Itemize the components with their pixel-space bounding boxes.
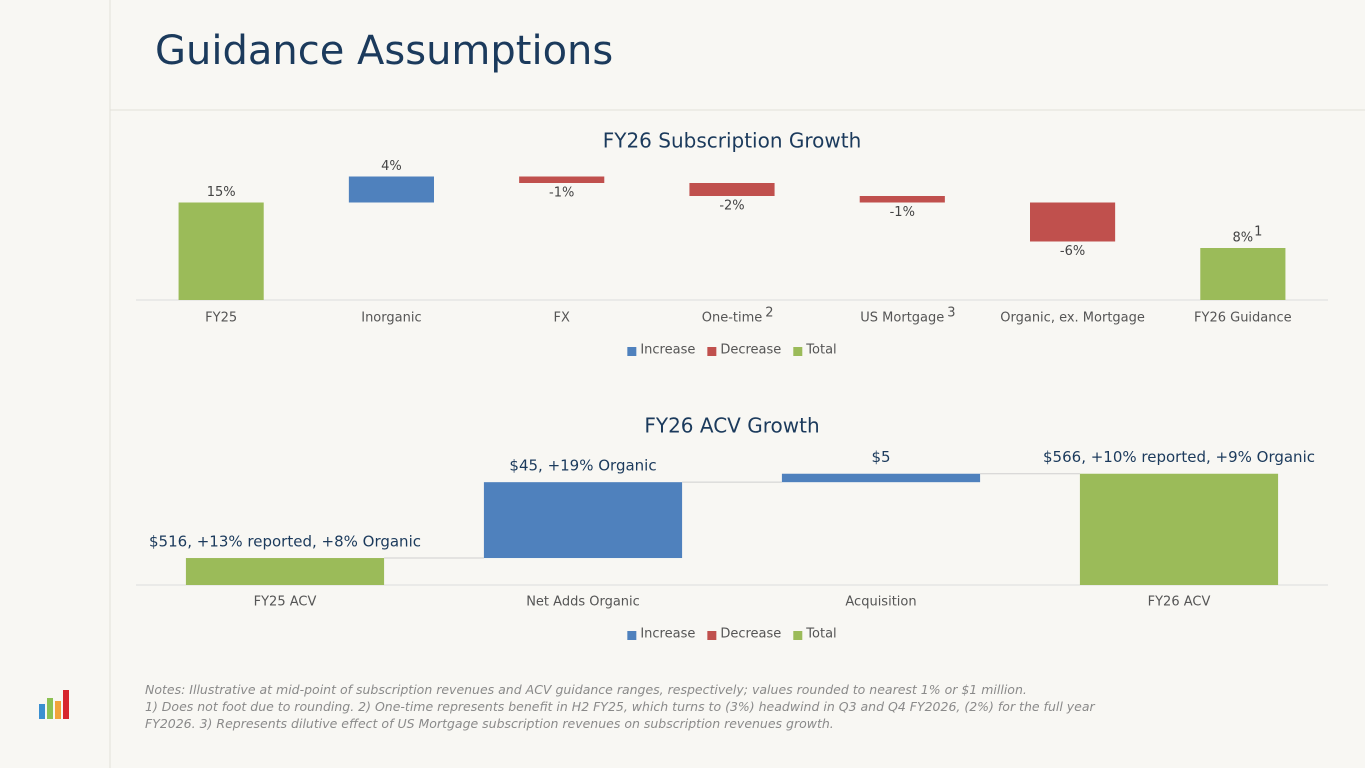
data-label: -1%: [890, 205, 915, 220]
footnote-mark: 3: [947, 306, 955, 321]
logo: [39, 690, 69, 719]
legend-swatch: [627, 347, 637, 356]
bar: [781, 473, 981, 483]
legend-label: Increase: [640, 627, 695, 642]
x-tick-label: FY25: [205, 311, 237, 326]
legend-swatch: [707, 347, 717, 356]
note-line: FY2026. 3) Represents dilutive effect of…: [145, 716, 834, 731]
bar: [185, 558, 385, 585]
x-tick-label: FY26 Guidance: [1194, 311, 1292, 326]
bar: [519, 176, 605, 183]
x-tick-label: One-time: [702, 311, 763, 326]
bar: [483, 482, 683, 559]
legend-label: Decrease: [720, 627, 781, 642]
data-label: 8%: [1233, 231, 1254, 246]
data-label: -1%: [549, 186, 574, 201]
legend-swatch: [627, 631, 637, 640]
x-tick-label: Net Adds Organic: [526, 595, 640, 610]
chart-title: FY26 ACV Growth: [644, 414, 819, 438]
legend-swatch: [793, 631, 803, 640]
legend-label: Total: [805, 343, 836, 358]
x-tick-label: US Mortgage: [860, 311, 944, 326]
legend-label: Decrease: [720, 343, 781, 358]
x-tick-label: FX: [554, 311, 570, 326]
footnote-mark: 2: [765, 306, 773, 321]
bar: [1030, 202, 1116, 242]
x-tick-label: Organic, ex. Mortgage: [1000, 311, 1145, 326]
bar: [178, 202, 264, 300]
data-label: $566, +10% reported, +9% Organic: [1043, 448, 1315, 466]
bar: [348, 176, 434, 203]
bar: [689, 183, 775, 196]
data-label: -2%: [719, 199, 744, 214]
note-line: 1) Does not foot due to rounding. 2) One…: [145, 699, 1096, 714]
x-tick-label: FY26 ACV: [1148, 595, 1211, 610]
data-label: -6%: [1060, 244, 1085, 259]
legend-swatch: [793, 347, 803, 356]
bar: [1079, 473, 1279, 585]
x-tick-label: FY25 ACV: [254, 595, 317, 610]
chart-title: FY26 Subscription Growth: [603, 129, 862, 153]
footnote-mark: 1: [1254, 225, 1262, 240]
x-tick-label: Acquisition: [845, 595, 916, 610]
x-tick-label: Inorganic: [361, 311, 421, 326]
data-label: 15%: [207, 185, 236, 200]
legend-label: Total: [805, 627, 836, 642]
bar: [859, 196, 945, 203]
data-label: $45, +19% Organic: [509, 457, 656, 475]
note-line: Notes: Illustrative at mid-point of subs…: [145, 682, 1027, 697]
bar: [1200, 248, 1286, 300]
legend-swatch: [707, 631, 717, 640]
slide-title: Guidance Assumptions: [155, 28, 613, 74]
legend-label: Increase: [640, 343, 695, 358]
data-label: 4%: [381, 159, 402, 174]
data-label: $516, +13% reported, +8% Organic: [149, 533, 421, 551]
data-label: $5: [871, 448, 890, 466]
